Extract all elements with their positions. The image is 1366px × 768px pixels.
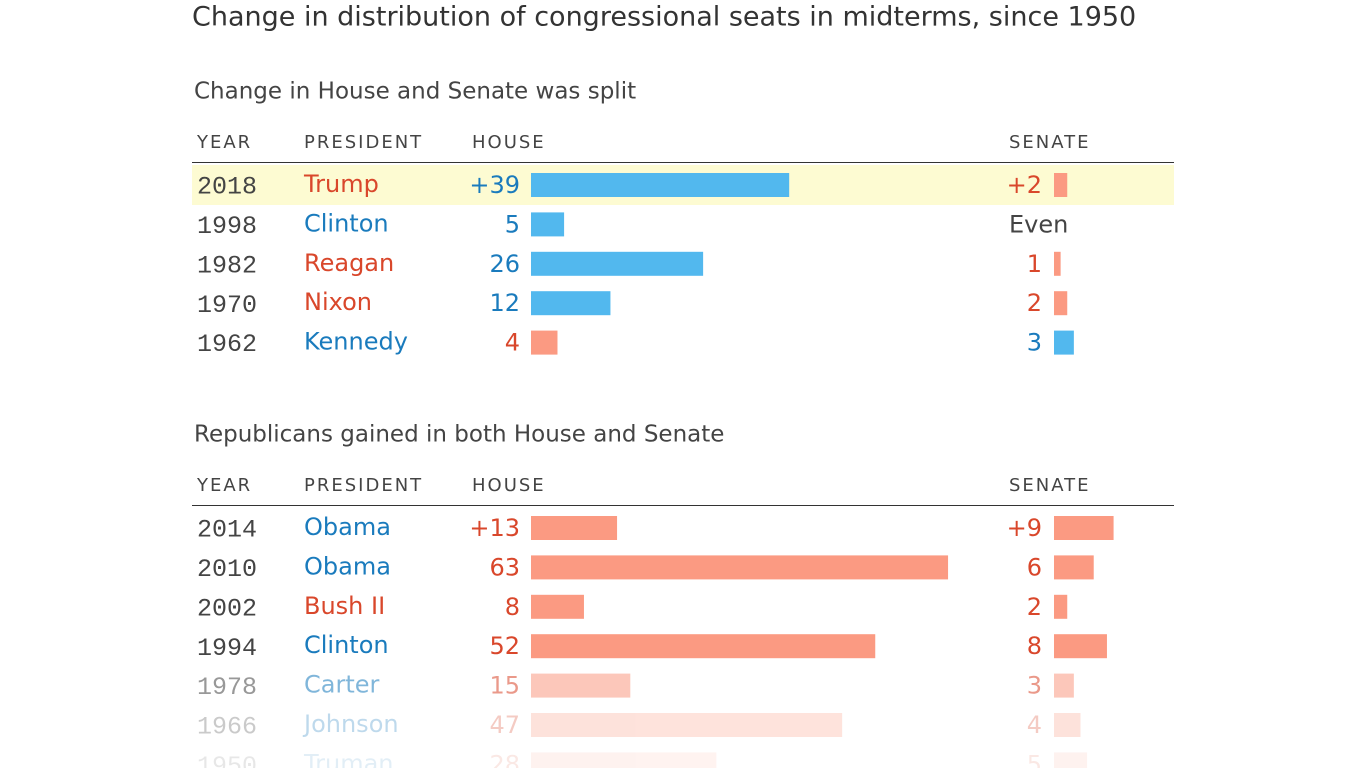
table-row: 1998 Clinton 5 Even — [197, 209, 1068, 241]
year: 1982 — [197, 251, 257, 280]
house-bar — [531, 173, 790, 197]
senate-label: 5 — [1027, 750, 1042, 768]
table-row: 1962 Kennedy 4 3 — [197, 328, 1074, 359]
house-bar — [531, 594, 584, 619]
table-row: 2010 Obama 63 6 — [197, 552, 1094, 584]
chart-title: Change in distribution of congressional … — [192, 2, 1136, 33]
senate-label: Even — [1009, 210, 1068, 238]
house-bar — [531, 713, 843, 737]
house-label: 47 — [489, 711, 520, 739]
president: Carter — [304, 671, 380, 699]
house-label: 26 — [489, 250, 520, 278]
house-bar — [531, 212, 565, 237]
table-row: 1994 Clinton 52 8 — [197, 631, 1107, 663]
year: 1950 — [197, 752, 257, 768]
senate-label: +2 — [1007, 171, 1042, 199]
table-row: 2018 Trump +39 +2 — [192, 165, 1174, 205]
house-bar — [531, 555, 949, 580]
table-row: 1970 Nixon 12 2 — [197, 288, 1068, 320]
year: 2014 — [197, 516, 257, 545]
house-bar — [531, 673, 631, 698]
year: 1970 — [197, 291, 257, 320]
table-row: 1978 Carter 15 3 — [197, 671, 1074, 702]
year: 2018 — [197, 173, 257, 202]
senate-label: 3 — [1027, 672, 1042, 700]
house-label: 52 — [489, 632, 520, 660]
house-label: 5 — [505, 210, 520, 238]
year: 1962 — [197, 330, 257, 359]
house-bar — [531, 291, 611, 316]
column-header: PRESIDENT — [304, 475, 423, 496]
president: Reagan — [304, 249, 394, 277]
table-row: 1950 Truman 28 5 — [197, 749, 1088, 768]
senate-label: 2 — [1027, 593, 1042, 621]
column-header: HOUSE — [472, 132, 546, 153]
table-row: 2002 Bush II 8 2 — [197, 592, 1068, 623]
year: 1978 — [197, 673, 257, 702]
president: Kennedy — [304, 328, 408, 356]
year: 1966 — [197, 713, 257, 742]
president: Obama — [304, 552, 391, 580]
president: Truman — [303, 749, 394, 768]
senate-bar — [1054, 594, 1068, 619]
senate-bar — [1054, 251, 1061, 276]
column-header: HOUSE — [472, 475, 546, 496]
senate-label: 6 — [1027, 553, 1042, 581]
senate-bar — [1054, 555, 1094, 580]
senate-label: 4 — [1027, 711, 1042, 739]
house-label: 63 — [489, 553, 520, 581]
president: Clinton — [304, 209, 389, 237]
house-bar — [531, 251, 704, 276]
president: Nixon — [304, 288, 372, 316]
house-bar — [531, 516, 618, 540]
house-label: +13 — [469, 514, 520, 542]
president: Clinton — [304, 631, 389, 659]
president: Johnson — [302, 710, 399, 738]
senate-label: 1 — [1027, 250, 1042, 278]
table-row: 1966 Johnson 47 4 — [197, 710, 1081, 742]
senate-label: 3 — [1027, 329, 1042, 357]
senate-bar — [1054, 173, 1068, 197]
senate-bar — [1054, 516, 1114, 540]
senate-bar — [1054, 673, 1074, 698]
senate-label: +9 — [1007, 514, 1042, 542]
senate-bar — [1054, 713, 1081, 737]
column-header: YEAR — [196, 475, 252, 496]
president: Trump — [303, 170, 379, 198]
senate-bar — [1054, 330, 1074, 355]
senate-label: 2 — [1027, 289, 1042, 317]
president: Bush II — [304, 592, 385, 620]
president: Obama — [304, 513, 391, 541]
column-header: PRESIDENT — [304, 132, 423, 153]
column-header: SENATE — [1009, 132, 1091, 153]
year: 1994 — [197, 634, 257, 663]
table-row: 1982 Reagan 26 1 — [197, 249, 1061, 280]
year: 1998 — [197, 212, 257, 241]
senate-bar — [1054, 634, 1107, 659]
house-label: 15 — [489, 672, 520, 700]
house-label: 8 — [505, 593, 520, 621]
house-label: +39 — [469, 171, 520, 199]
section-title: Republicans gained in both House and Sen… — [194, 422, 724, 448]
table-row: 2014 Obama +13 +9 — [197, 513, 1114, 545]
senate-bar — [1054, 752, 1088, 768]
house-bar — [531, 752, 717, 768]
section-title: Change in House and Senate was split — [194, 79, 636, 105]
house-label: 4 — [505, 329, 520, 357]
year: 2010 — [197, 555, 257, 584]
column-header: YEAR — [196, 132, 252, 153]
senate-label: 8 — [1027, 632, 1042, 660]
house-bar — [531, 634, 876, 659]
house-label: 28 — [489, 750, 520, 768]
column-header: SENATE — [1009, 475, 1091, 496]
senate-bar — [1054, 291, 1068, 316]
year: 2002 — [197, 594, 257, 623]
house-label: 12 — [489, 289, 520, 317]
house-bar — [531, 330, 558, 355]
